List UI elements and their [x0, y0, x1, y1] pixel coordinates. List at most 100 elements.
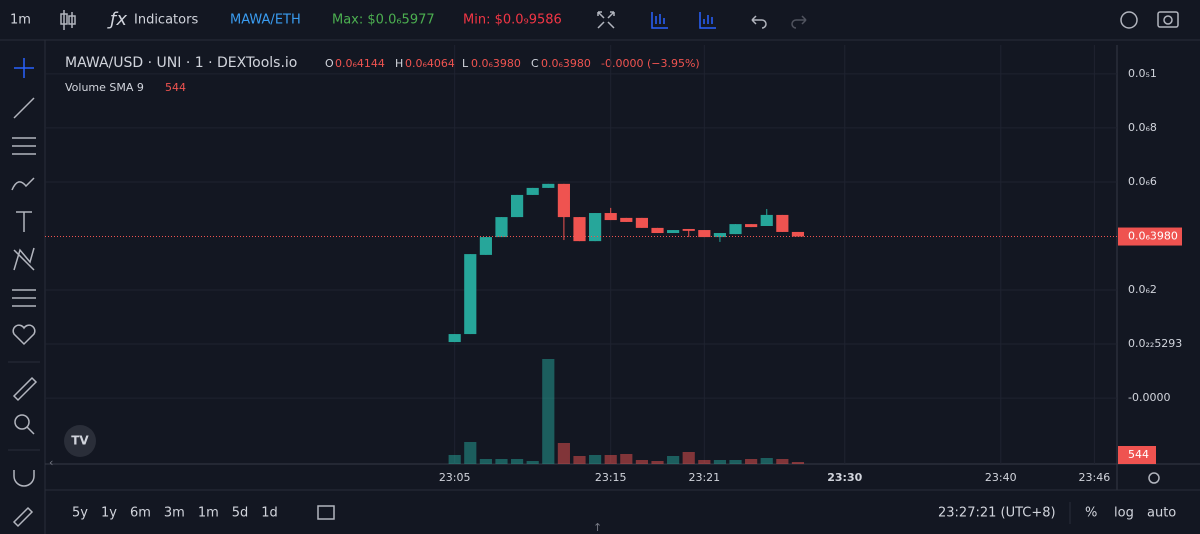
interval[interactable]: 1m — [10, 13, 31, 28]
candle-body — [635, 217, 648, 228]
candle-body — [557, 183, 570, 218]
o-key: O — [325, 57, 334, 70]
range-button[interactable]: 3m — [164, 506, 185, 521]
axis-settings[interactable] — [1148, 472, 1160, 484]
candle-body — [526, 187, 539, 195]
candle-body — [464, 254, 477, 335]
o-value: 0.0₆4144 — [335, 57, 385, 70]
volume-bar — [760, 458, 773, 464]
min-price: Min: $0.0₉9586 — [463, 13, 562, 28]
y-tick-label: -0.0000 — [1128, 391, 1170, 404]
range-button[interactable]: 1y — [101, 506, 117, 521]
volume-bar — [511, 459, 524, 464]
compare-icon[interactable] — [699, 12, 716, 29]
c-key: C — [531, 57, 539, 70]
x-tick-label: 23:05 — [439, 471, 471, 484]
change: -0.0000 (−3.95%) — [601, 57, 700, 70]
y-tick-label: 0.0₆2 — [1128, 283, 1157, 296]
y-tick-label: 0.0₂₂5293 — [1128, 337, 1182, 350]
candle-body — [791, 231, 805, 237]
redo-icon[interactable] — [791, 15, 807, 29]
scroll-arrow[interactable]: ‹ — [49, 456, 53, 469]
volume-bar — [651, 461, 664, 464]
x-tick-label: 23:15 — [595, 471, 627, 484]
volume-badge-label: 544 — [1128, 448, 1149, 461]
range-button[interactable]: 5y — [72, 506, 88, 521]
y-tick-label: 0.0₆8 — [1128, 121, 1157, 134]
camera-lens — [1163, 15, 1173, 25]
volume-bar — [635, 460, 648, 464]
auto-toggle[interactable]: auto — [1147, 506, 1176, 521]
price-badge — [1118, 227, 1182, 246]
fx-icon[interactable]: ƒx — [107, 9, 127, 30]
range-button[interactable]: 1m — [198, 506, 219, 521]
candle-body — [573, 217, 586, 242]
candle-body — [448, 334, 461, 343]
logo-text: TV — [71, 434, 89, 448]
candle-body — [511, 194, 524, 218]
volume-bar — [729, 460, 742, 464]
candle-body — [729, 224, 742, 235]
volume-bar — [495, 459, 508, 464]
candle-body — [479, 237, 492, 255]
candle-body — [713, 233, 727, 238]
volume-bar — [698, 460, 711, 464]
volume-bar — [526, 461, 539, 464]
range-button[interactable]: 5d — [232, 506, 249, 521]
y-tick-label: 0.0₅1 — [1128, 67, 1157, 80]
candle-body — [682, 228, 695, 231]
pair[interactable]: MAWA/ETH — [230, 13, 301, 28]
volume-bar — [448, 455, 461, 464]
volume-bar — [604, 455, 617, 464]
logo[interactable] — [64, 425, 96, 457]
candle-body — [604, 213, 617, 221]
candle-body — [620, 217, 633, 222]
range-group: 5y 1y 6m 3m 1m 5d 1d — [72, 506, 278, 521]
symbol: MAWA/USD · UNI · 1 · DEXTools.io — [65, 55, 297, 71]
volume-bar — [479, 459, 492, 464]
range-button[interactable]: 6m — [130, 506, 151, 521]
l-value: 0.0₆3980 — [471, 57, 521, 70]
chart-type-icon[interactable] — [651, 12, 668, 29]
clock: 23:27:21 (UTC+8) — [938, 506, 1056, 521]
candle-body — [651, 227, 664, 234]
candle-body — [698, 230, 711, 238]
x-tick-label: 23:40 — [985, 471, 1017, 484]
camera-icon[interactable] — [1157, 11, 1179, 28]
x-tick-label: 23:46 — [1079, 471, 1111, 484]
volume-badge — [1118, 446, 1156, 464]
y-tick-label: 0.0₆6 — [1128, 175, 1157, 188]
undo-icon[interactable] — [751, 15, 767, 29]
candle-body — [495, 217, 508, 238]
volume-name: Volume SMA 9 — [65, 81, 144, 94]
volume-bar — [713, 460, 727, 464]
log-toggle[interactable]: log — [1114, 506, 1134, 521]
x-tick-label: 23:30 — [827, 471, 862, 484]
volume-bar — [791, 462, 805, 464]
expand-arrow[interactable]: ↑ — [593, 521, 602, 534]
h-value: 0.0₆4064 — [405, 57, 455, 70]
candle-icon[interactable] — [60, 10, 76, 30]
range-button[interactable]: 1d — [261, 506, 278, 521]
date-range-icon[interactable] — [317, 505, 335, 520]
volume-bar — [745, 459, 758, 464]
volume-bar — [589, 455, 602, 464]
c-value: 0.0₆3980 — [541, 57, 591, 70]
left-tools[interactable] — [11, 58, 38, 528]
volume-sma: 544 — [165, 81, 186, 94]
percent-toggle[interactable]: % — [1085, 506, 1097, 521]
volume-bar — [776, 459, 789, 464]
volume-bar — [620, 454, 633, 464]
x-tick-label: 23:21 — [688, 471, 720, 484]
volume-bar — [464, 442, 477, 464]
l-key: L — [462, 57, 469, 70]
volume-bar — [682, 452, 695, 464]
settings-icon[interactable] — [1120, 11, 1138, 29]
candle-body — [760, 214, 773, 226]
indicators[interactable]: Indicators — [134, 13, 198, 28]
max-price: Max: $0.0₆5977 — [332, 13, 435, 28]
volume-bar — [557, 443, 570, 464]
fullscreen-icon[interactable] — [597, 11, 615, 29]
candle-body — [776, 214, 789, 232]
